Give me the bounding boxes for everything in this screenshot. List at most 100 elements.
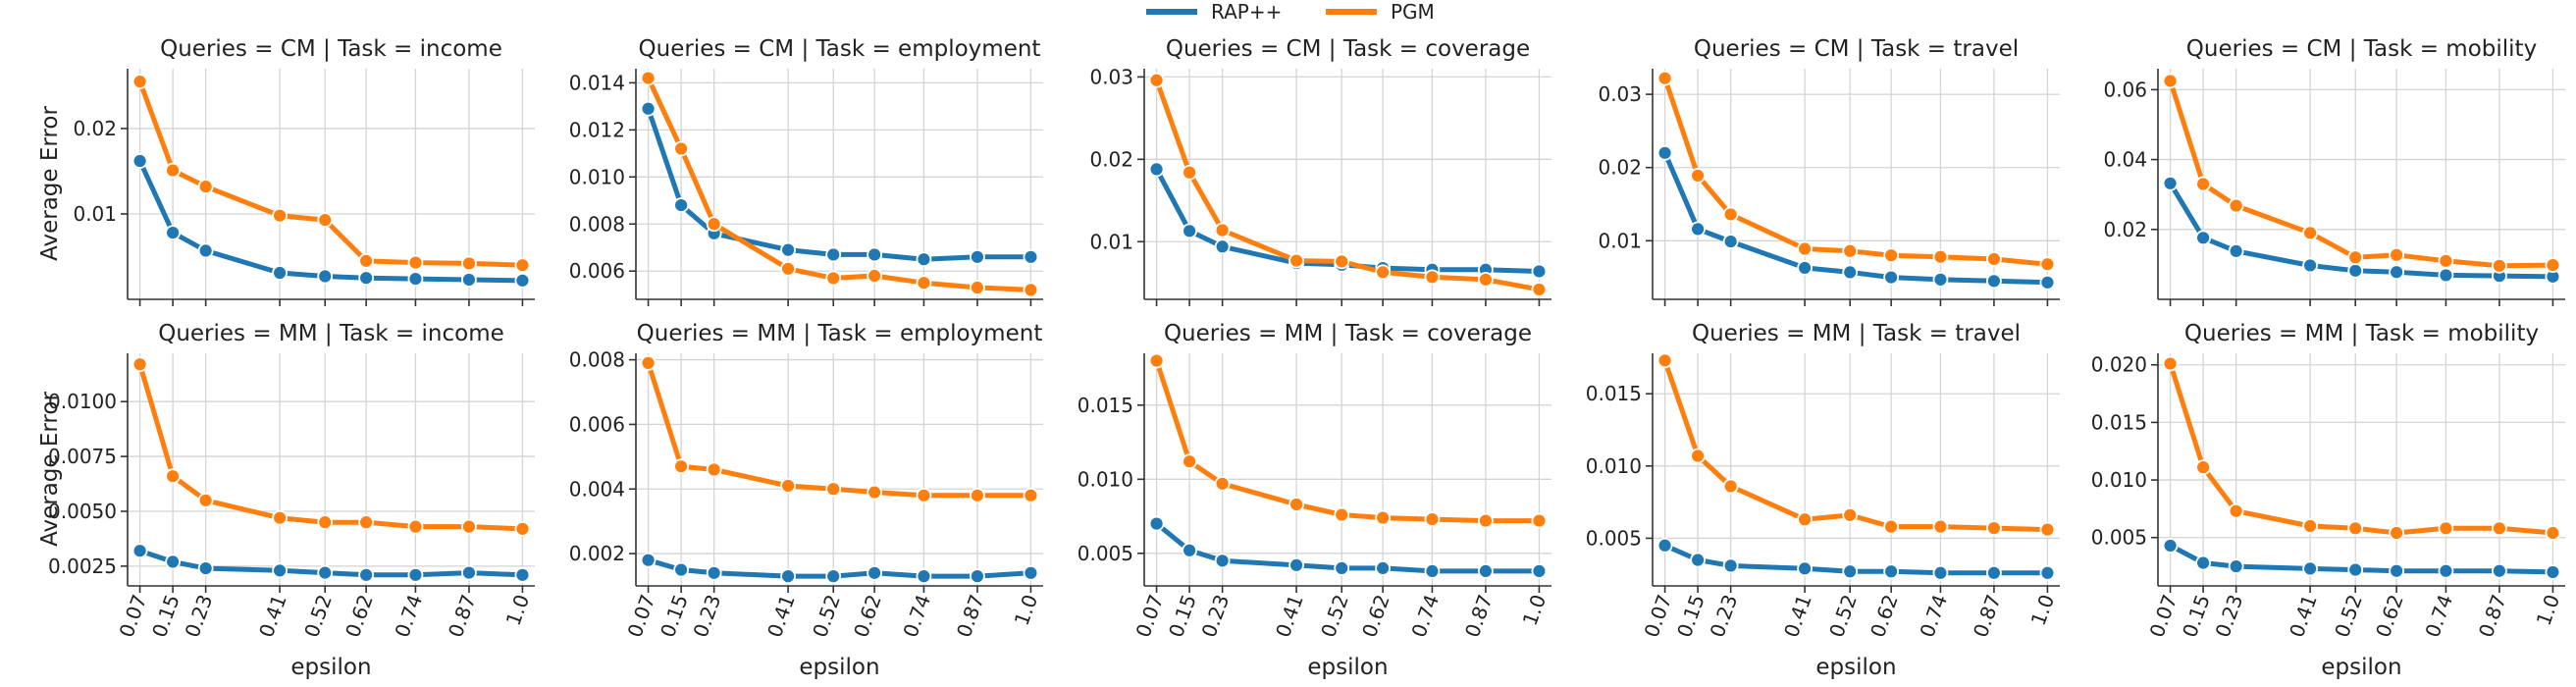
y-ticks: 0.01 0.02 xyxy=(73,117,128,226)
x-tick-label: 0.23 xyxy=(181,592,218,641)
data-point-pgm xyxy=(1182,453,1198,470)
x-tick-label: 0.62 xyxy=(1357,592,1394,641)
data-point-pgm xyxy=(1842,242,1859,259)
data-point-pgm xyxy=(1883,247,1900,264)
data-point-pgm xyxy=(640,354,657,371)
x-tick-label: 0.23 xyxy=(1706,592,1743,641)
data-point-pgm xyxy=(2492,257,2507,274)
y-tick-label: 0.0025 xyxy=(48,555,117,578)
data-point-pgm xyxy=(1334,253,1350,270)
data-point-pgm xyxy=(2438,252,2454,269)
y-tick-label: 0.02 xyxy=(1598,156,1642,180)
data-point-pgm xyxy=(1986,251,2002,267)
x-tick-label: 0.87 xyxy=(1969,592,2006,641)
gridlines xyxy=(2158,353,2565,586)
series-rap xyxy=(1656,144,2056,291)
data-point-rap xyxy=(1656,537,1673,554)
y-tick-label: 0.012 xyxy=(569,118,625,141)
data-point-rap xyxy=(2389,264,2405,281)
data-point-rap xyxy=(2347,262,2364,279)
panel-1: Queries = CM | Task = income 0.01 0.02 xyxy=(73,36,535,306)
data-point-rap xyxy=(1932,271,1949,288)
x-tick-label: 0.87 xyxy=(2474,592,2511,641)
x-tick-label: 0.23 xyxy=(2211,592,2248,641)
y-ticks: 0.005 0.010 0.015 xyxy=(1078,394,1144,565)
data-point-rap xyxy=(1797,260,1814,276)
y-ticks: 0.01 0.02 0.03 xyxy=(1089,65,1144,253)
data-point-rap xyxy=(1690,552,1707,568)
x-tick-label: 0.41 xyxy=(1271,592,1308,641)
panel-7: Queries = MM | Task = employment0.0020.0… xyxy=(569,321,1043,641)
data-point-pgm xyxy=(867,268,883,284)
x-tick-label: 0.52 xyxy=(1824,592,1862,641)
series-line-pgm xyxy=(1154,358,1542,524)
data-point-pgm xyxy=(165,468,182,485)
y-tick-label: 0.015 xyxy=(2091,410,2147,434)
data-point-pgm xyxy=(317,514,334,531)
gridlines xyxy=(1653,69,2060,299)
data-point-pgm xyxy=(2347,249,2364,266)
legend: RAP++ PGM xyxy=(1146,0,1435,24)
data-point-rap xyxy=(2347,561,2364,578)
data-point-pgm xyxy=(1842,506,1859,523)
chart-panels: Queries = CM | Task = income0.010.02Quer… xyxy=(48,36,2565,641)
data-point-pgm xyxy=(673,140,690,157)
x-tick-label: 1.0 xyxy=(1518,592,1551,629)
x-tick-label: 0.87 xyxy=(444,592,481,641)
gridlines xyxy=(1144,353,1551,586)
data-point-pgm xyxy=(780,478,797,494)
data-point-pgm xyxy=(2492,520,2507,537)
data-point-rap xyxy=(1690,221,1707,238)
data-point-rap xyxy=(1986,564,2002,581)
data-point-rap xyxy=(970,568,985,585)
data-point-rap xyxy=(1375,559,1392,576)
series-line-rap xyxy=(646,106,1033,262)
data-point-pgm xyxy=(1478,512,1494,529)
y-ticks: 0.02 0.04 0.06 xyxy=(2103,78,2158,241)
y-tick-label: 0.005 xyxy=(2091,526,2147,550)
y-ticks: 0.0025 0.0050 0.0075 0.0100 xyxy=(48,390,128,578)
panel-title: Queries = MM | Task = employment xyxy=(637,321,1043,346)
data-point-pgm xyxy=(2162,355,2179,372)
data-point-rap xyxy=(1214,238,1231,255)
data-point-rap xyxy=(2195,555,2212,571)
data-point-pgm xyxy=(1424,511,1441,527)
data-point-rap xyxy=(1023,248,1039,265)
panel-9: Queries = MM | Task = travel0.0050.0100.… xyxy=(1586,321,2060,641)
data-point-rap xyxy=(461,272,477,288)
x-ticks xyxy=(1155,299,1541,306)
x-tick-label: 1.0 xyxy=(2026,592,2059,629)
data-point-rap xyxy=(1883,563,1900,580)
data-point-rap xyxy=(1722,557,1739,574)
y-tick-label: 0.010 xyxy=(2091,468,2147,492)
data-point-rap xyxy=(165,225,182,241)
data-point-rap xyxy=(970,248,985,265)
data-point-pgm xyxy=(2302,225,2319,241)
data-point-pgm xyxy=(2228,197,2244,214)
series-pgm xyxy=(1148,352,1548,529)
data-point-rap xyxy=(673,197,690,213)
x-tick-label: 0.07 xyxy=(1130,592,1168,641)
x-tick-label: 0.23 xyxy=(1197,592,1235,641)
x-ticks xyxy=(1663,299,2049,306)
y-axis-label: Average Error xyxy=(37,106,63,261)
data-point-rap xyxy=(867,246,883,263)
y-ticks: 0.005 0.010 0.015 0.020 xyxy=(2091,353,2158,550)
y-tick-label: 0.01 xyxy=(1598,229,1642,252)
data-point-rap xyxy=(1531,263,1548,280)
series-pgm xyxy=(131,74,531,274)
data-point-rap xyxy=(2302,560,2319,577)
data-point-pgm xyxy=(1334,506,1350,523)
x-tick-label: 0.15 xyxy=(656,592,693,641)
x-ticks: 0.070.150.23 0.41 0.52 0.62 0.74 0.87 1.0 xyxy=(2144,586,2564,641)
x-axis-label: epsilon xyxy=(799,655,879,680)
data-point-pgm xyxy=(272,509,289,526)
x-ticks: 0.070.150.23 0.41 0.52 0.62 0.74 0.87 1.0 xyxy=(622,586,1042,641)
data-point-pgm xyxy=(1375,264,1392,281)
series-line-pgm xyxy=(137,79,525,268)
data-point-rap xyxy=(2438,267,2454,284)
x-tick-label: 0.62 xyxy=(849,592,886,641)
y-ticks: 0.002 0.004 0.006 0.008 xyxy=(569,348,636,565)
x-tick-label: 0.07 xyxy=(622,592,659,641)
legend-label-rap: RAP++ xyxy=(1211,0,1282,24)
